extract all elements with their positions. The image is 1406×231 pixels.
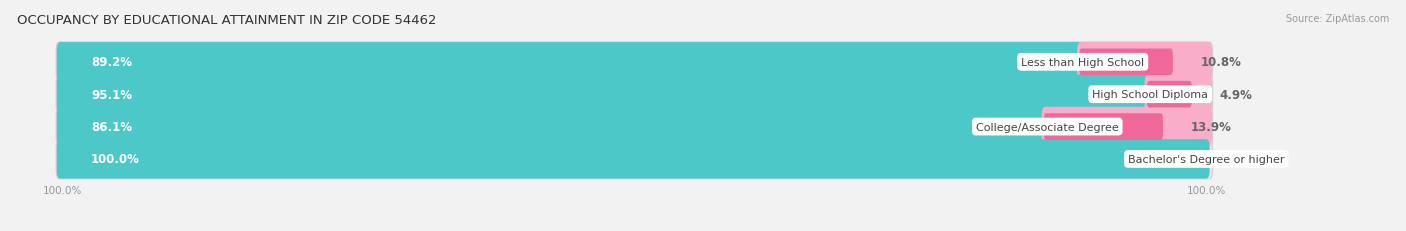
Text: 86.1%: 86.1% [91,121,132,134]
Text: High School Diploma: High School Diploma [1092,90,1208,100]
FancyBboxPatch shape [56,43,1087,82]
FancyBboxPatch shape [56,75,1154,114]
Text: 13.9%: 13.9% [1191,121,1232,134]
FancyBboxPatch shape [56,74,1213,115]
FancyBboxPatch shape [56,75,1212,114]
FancyBboxPatch shape [56,140,1212,179]
Text: Source: ZipAtlas.com: Source: ZipAtlas.com [1285,14,1389,24]
FancyBboxPatch shape [1042,107,1212,147]
FancyBboxPatch shape [56,43,1212,82]
Text: College/Associate Degree: College/Associate Degree [976,122,1119,132]
Text: Less than High School: Less than High School [1021,58,1144,67]
Text: 100.0%: 100.0% [91,153,141,166]
Legend: Owner-occupied, Renter-occupied: Owner-occupied, Renter-occupied [420,228,662,231]
Text: Bachelor's Degree or higher: Bachelor's Degree or higher [1128,154,1285,164]
FancyBboxPatch shape [1043,114,1163,140]
FancyBboxPatch shape [56,107,1213,147]
FancyBboxPatch shape [1077,43,1212,82]
Text: 95.1%: 95.1% [91,88,132,101]
FancyBboxPatch shape [56,107,1212,147]
Text: 10.8%: 10.8% [1201,56,1241,69]
FancyBboxPatch shape [1080,49,1173,76]
Text: 4.9%: 4.9% [1219,88,1253,101]
Text: 0.0%: 0.0% [1229,153,1261,166]
Text: OCCUPANCY BY EDUCATIONAL ATTAINMENT IN ZIP CODE 54462: OCCUPANCY BY EDUCATIONAL ATTAINMENT IN Z… [17,14,436,27]
FancyBboxPatch shape [1147,82,1192,108]
FancyBboxPatch shape [56,139,1213,179]
FancyBboxPatch shape [56,107,1050,147]
FancyBboxPatch shape [1144,75,1212,114]
FancyBboxPatch shape [56,42,1213,83]
FancyBboxPatch shape [56,140,1209,179]
Text: 89.2%: 89.2% [91,56,132,69]
